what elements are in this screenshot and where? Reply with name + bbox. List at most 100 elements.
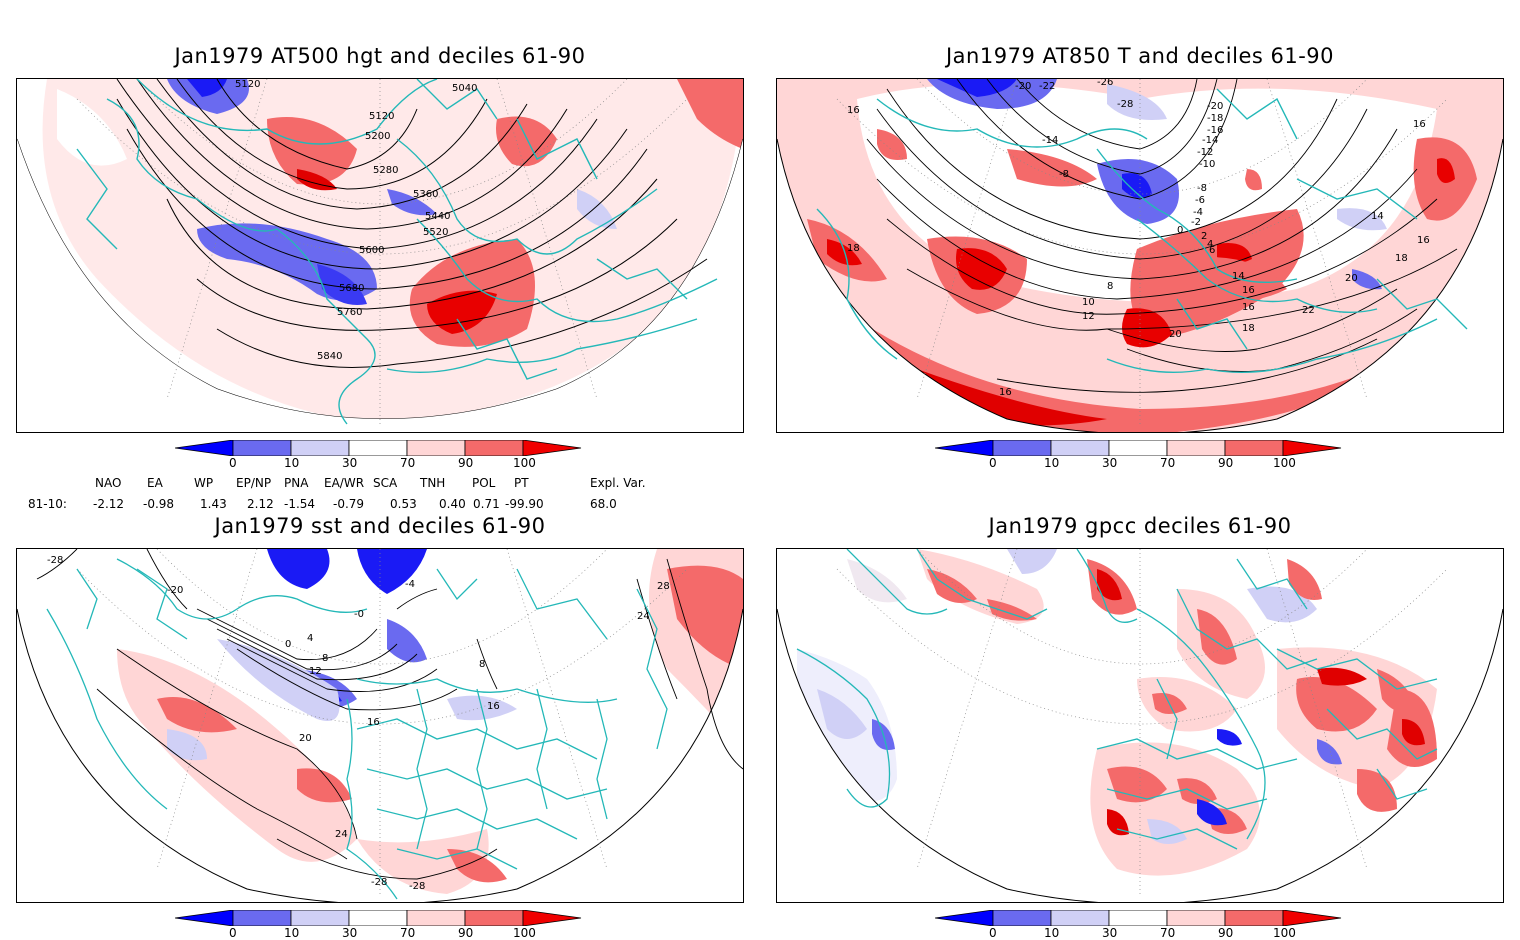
index-value-nao: -2.12 xyxy=(93,497,125,511)
index-header-wp: WP xyxy=(194,476,214,490)
colorbar-gpcc xyxy=(934,909,1345,927)
colorbar-sst xyxy=(174,909,585,927)
colorbar-segment xyxy=(290,909,350,927)
map-panel-t850: -20 -22 -26 -28 -20 -18 -16 -14 -12 -14 … xyxy=(776,78,1504,433)
contour-label: 14 xyxy=(1371,211,1384,222)
index-header-pna: PNA xyxy=(284,476,309,490)
contour-label: -28 xyxy=(47,555,63,566)
contour-label: 12 xyxy=(309,666,322,677)
contour-label: -28 xyxy=(1117,99,1133,110)
contour-label: 5120 xyxy=(369,111,394,122)
contour-label: 8 xyxy=(1107,281,1113,292)
colorbar-segment xyxy=(1166,909,1226,927)
colorbar-tick-label: 30 xyxy=(1102,926,1118,940)
contour-label: 16 xyxy=(367,717,380,728)
colorbar-labels-hgt500: 0 10 30 70 90 100 xyxy=(175,456,585,472)
colorbar-tick-label: 10 xyxy=(1044,456,1060,470)
contour-label: 16 xyxy=(847,105,860,116)
contour-label: 16 xyxy=(1242,302,1255,313)
contour-label: 0 xyxy=(1177,225,1183,236)
index-value-pna: -1.54 xyxy=(284,497,316,511)
colorbar-segment xyxy=(934,439,994,457)
colorbar-labels-t850: 0 10 30 70 90 100 xyxy=(935,456,1345,472)
contour-label: 5600 xyxy=(359,245,384,256)
colorbar-tick-label: 90 xyxy=(1218,456,1234,470)
colorbar-segment xyxy=(934,909,994,927)
colorbar-segment xyxy=(1282,909,1342,927)
colorbar-segment xyxy=(232,909,292,927)
colorbar-segment xyxy=(1108,439,1168,457)
contour-label: -20 xyxy=(1207,101,1223,112)
colorbar-hgt500 xyxy=(174,439,585,457)
contour-label: -16 xyxy=(1207,125,1223,136)
colorbar-tick-label: 70 xyxy=(400,456,416,470)
colorbar-segment xyxy=(992,909,1052,927)
indices-table: NAO EA WP EP/NP PNA EA/WR SCA TNH POL PT… xyxy=(28,476,728,512)
contour-label: 16 xyxy=(1242,285,1255,296)
colorbar-labels-gpcc: 0 10 30 70 90 100 xyxy=(935,926,1345,940)
index-header-ea: EA xyxy=(147,476,163,490)
colorbar-sst-svg xyxy=(174,909,582,927)
index-value-tnh: 0.40 xyxy=(439,497,466,511)
map-t850-svg: -20 -22 -26 -28 -20 -18 -16 -14 -12 -14 … xyxy=(777,79,1503,432)
colorbar-tick-label: 100 xyxy=(1273,456,1296,470)
colorbar-tick-label: 30 xyxy=(1102,456,1118,470)
index-header-explvar: Expl. Var. xyxy=(590,476,646,490)
colorbar-tick-label: 90 xyxy=(1218,926,1234,940)
contour-label: 18 xyxy=(847,243,860,254)
colorbar-segment xyxy=(1050,439,1110,457)
contour-label: 8 xyxy=(479,659,485,670)
index-value-epnp: 2.12 xyxy=(247,497,274,511)
contour-label: 5040 xyxy=(452,83,477,94)
contour-label: -14 xyxy=(1202,135,1218,146)
contour-label: 4 xyxy=(307,633,313,644)
colorbar-segment xyxy=(174,909,234,927)
colorbar-t850 xyxy=(934,439,1345,457)
index-header-eawr: EA/WR xyxy=(324,476,365,490)
colorbar-segment xyxy=(1282,439,1342,457)
index-value-wp: 1.43 xyxy=(200,497,227,511)
index-value-explvar: 68.0 xyxy=(590,497,617,511)
contour-label: -22 xyxy=(1039,81,1055,92)
colorbar-segment xyxy=(1108,909,1168,927)
contour-label: -26 xyxy=(1097,79,1113,88)
contour-label: 22 xyxy=(1302,305,1315,316)
contour-label: -28 xyxy=(371,877,387,888)
contour-label: -6 xyxy=(1195,195,1205,206)
colorbar-tick-label: 100 xyxy=(513,926,536,940)
colorbar-tick-label: 10 xyxy=(284,456,300,470)
colorbar-tick-label: 70 xyxy=(1160,456,1176,470)
colorbar-tick-label: 70 xyxy=(400,926,416,940)
colorbar-tick-label: 90 xyxy=(458,926,474,940)
contour-label: 6 xyxy=(1209,245,1215,256)
colorbar-tick-label: 0 xyxy=(229,926,237,940)
colorbar-tick-label: 0 xyxy=(229,456,237,470)
colorbar-gpcc-svg xyxy=(934,909,1342,927)
contour-label: 5200 xyxy=(365,131,390,142)
contour-label: 28 xyxy=(657,581,670,592)
colorbar-tick-label: 0 xyxy=(989,456,997,470)
contour-label: 5520 xyxy=(423,227,448,238)
map-gpcc-svg xyxy=(777,549,1503,902)
contour-label: 0 xyxy=(285,639,291,650)
colorbar-segment xyxy=(522,909,582,927)
index-value-pol: 0.71 xyxy=(473,497,500,511)
contour-label: -18 xyxy=(1207,113,1223,124)
index-header-tnh: TNH xyxy=(420,476,446,490)
colorbar-tick-label: 30 xyxy=(342,456,358,470)
index-row-label: 81-10: xyxy=(28,497,67,511)
contour-label: 12 xyxy=(1082,311,1095,322)
colorbar-segment xyxy=(348,909,408,927)
colorbar-segment xyxy=(1224,439,1284,457)
index-value-sca: 0.53 xyxy=(390,497,417,511)
colorbar-segment xyxy=(406,909,466,927)
colorbar-hgt500-svg xyxy=(174,439,582,457)
colorbar-tick-label: 10 xyxy=(1044,926,1060,940)
colorbar-segment xyxy=(1050,909,1110,927)
contour-label: -12 xyxy=(1197,147,1213,158)
contour-label: -20 xyxy=(1015,81,1031,92)
contour-label: -20 xyxy=(167,585,183,596)
colorbar-segment xyxy=(464,439,524,457)
contour-label: -4 xyxy=(405,579,415,590)
index-value-eawr: -0.79 xyxy=(333,497,365,511)
